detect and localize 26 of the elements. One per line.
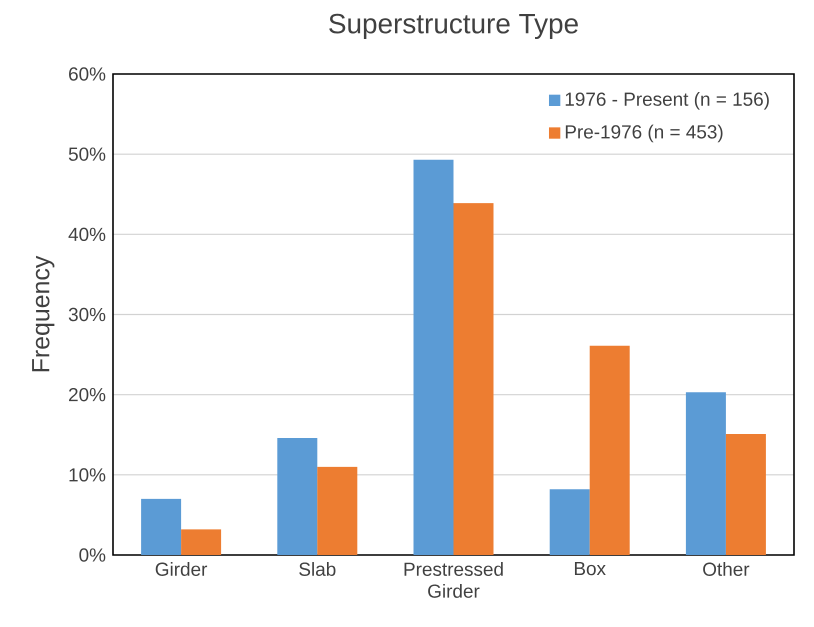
bar	[454, 203, 494, 555]
chart-title: Superstructure Type	[329, 14, 578, 39]
y-tick-label: 0%	[79, 548, 106, 562]
bar	[590, 346, 630, 555]
bar	[141, 498, 182, 555]
bar	[726, 434, 766, 555]
bar	[181, 529, 222, 555]
bar	[686, 392, 726, 555]
legend-label: 1976 - Present (n = 156)	[566, 92, 769, 110]
legend-label: Pre-1976 (n = 453)	[566, 124, 723, 142]
bar	[414, 160, 454, 555]
bar	[317, 466, 358, 555]
y-axis-title: Frequency	[32, 256, 54, 372]
y-tick-label: 10%	[70, 468, 106, 482]
x-tick-label: Other	[703, 562, 750, 576]
y-tick-label: 60%	[69, 67, 106, 81]
y-tick-label: 50%	[68, 147, 106, 161]
y-tick-label: 30%	[68, 308, 106, 322]
x-tick-label: Box	[574, 562, 606, 576]
x-tick-label: Girder	[156, 562, 208, 576]
y-tick-label: 20%	[69, 388, 106, 402]
y-tick-label: 40%	[68, 228, 106, 242]
x-tick-label: Prestressed Girder	[404, 562, 503, 598]
bar	[550, 489, 590, 555]
bar	[277, 438, 318, 555]
x-tick-label: Slab	[299, 562, 336, 576]
